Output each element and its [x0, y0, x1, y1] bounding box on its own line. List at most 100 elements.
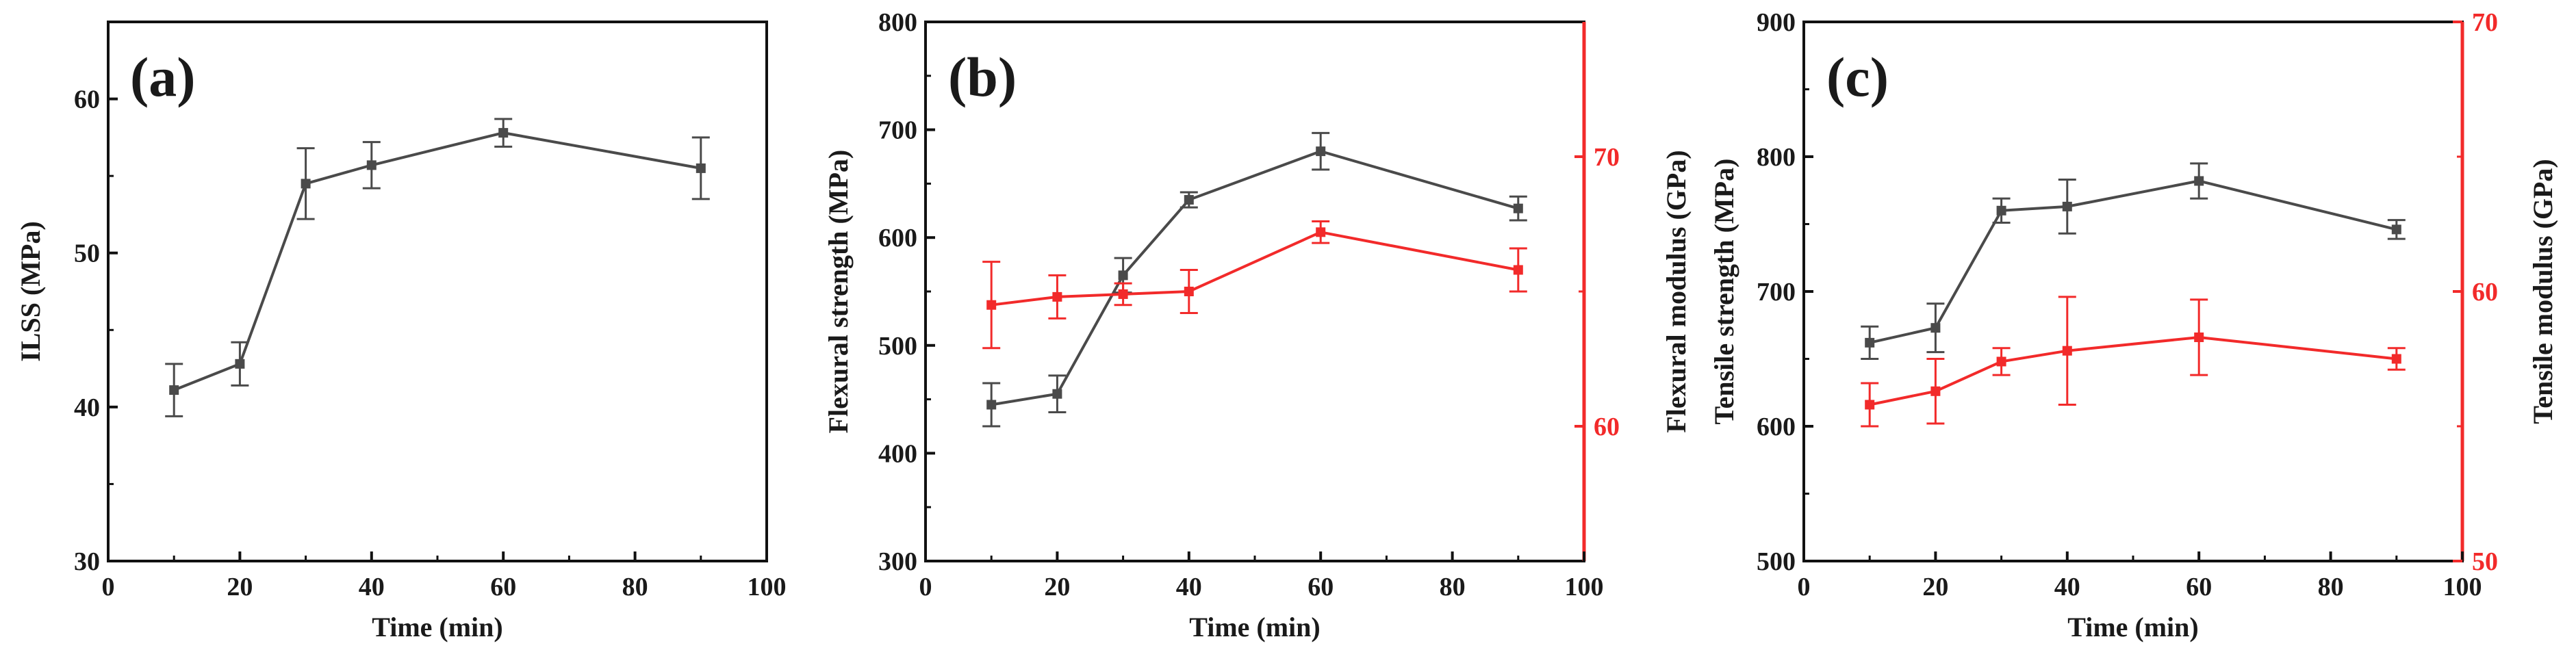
x-tick-label: 60: [1308, 573, 1334, 601]
data-point-marker: [1513, 203, 1523, 213]
data-point-marker: [2391, 354, 2401, 364]
x-tick-label: 80: [2318, 573, 2344, 601]
x-tick-label: 100: [748, 573, 787, 601]
data-point-marker: [986, 400, 997, 410]
y2-tick-label: 70: [2472, 8, 2498, 37]
y-tick-label: 800: [878, 8, 917, 37]
y-tick-label: 700: [1757, 278, 1796, 307]
plot-frame: [1802, 21, 2464, 562]
y2-tick-label: 50: [2472, 547, 2498, 576]
data-point-marker: [1930, 323, 1941, 333]
data-point-marker: [1996, 356, 2006, 367]
x-tick-label: 40: [359, 573, 385, 601]
y-tick-label: 600: [878, 224, 917, 252]
panel-a: 0 20 40 60 80 100 30 40 50 60 (a) Time (min) ILS…: [15, 21, 787, 642]
y2-tick-label: 70: [1594, 143, 1620, 172]
y-axis-ticks: 500 600 700 800 900: [1757, 8, 1813, 576]
data-point-marker: [1184, 287, 1194, 296]
x-axis-ticks: 0 20 40 60 80 100: [102, 551, 787, 601]
y2-axis-ticks: 60 70: [1574, 143, 1620, 441]
data-point-marker: [1930, 386, 1941, 396]
data-point-marker: [2194, 176, 2204, 186]
x-tick-label: 0: [102, 573, 115, 601]
x-tick-label: 60: [490, 573, 516, 601]
y-tick-label: 900: [1757, 8, 1796, 37]
data-point-marker: [301, 179, 311, 189]
y-tick-label: 300: [878, 547, 917, 576]
x-tick-label: 80: [622, 573, 648, 601]
x-axis-ticks: 0 20 40 60 80 100: [1798, 551, 2482, 601]
y2-tick-label: 60: [2472, 278, 2498, 307]
data-point-marker: [1184, 195, 1194, 205]
y-axis-title: Tensile strength (MPa): [1709, 159, 1739, 425]
data-point-marker: [1052, 389, 1062, 399]
panel-label: (a): [130, 46, 196, 108]
x-tick-label: 20: [1922, 573, 1948, 601]
x-axis-title: Time (min): [2067, 612, 2198, 642]
y2-axis-title: Flexural modulus (GPa): [1661, 150, 1692, 432]
y-axis-ticks: 300 400 500 600 700 800: [878, 8, 935, 576]
data-point-marker: [498, 128, 509, 138]
data-point-marker: [1865, 400, 1875, 410]
y-axis-title: Flexural strength (MPa): [823, 150, 854, 434]
panel-label: (c): [1826, 46, 1889, 108]
x-tick-label: 0: [1798, 573, 1811, 601]
data-point-marker: [1865, 337, 1875, 348]
plot-frame: [924, 21, 1585, 562]
series-layer: [982, 131, 1527, 428]
y-axis-title: ILSS (MPa): [15, 221, 46, 362]
y-tick-label: 40: [74, 393, 100, 422]
data-point-marker: [2062, 346, 2072, 356]
y-tick-label: 400: [878, 439, 917, 468]
y-tick-label: 60: [74, 86, 100, 114]
series-layer: [165, 118, 710, 417]
series-0-line: [1869, 179, 2397, 344]
panel-b: 0 20 40 60 80 100 300 400 500 600 700 800 60 70 (b)…: [823, 8, 1692, 642]
data-point-marker: [1316, 227, 1326, 237]
x-tick-label: 80: [1440, 573, 1466, 601]
data-point-marker: [1118, 270, 1128, 281]
x-tick-label: 100: [2443, 573, 2482, 601]
data-point-marker: [1316, 146, 1326, 157]
y2-axis-ticks: 50 60 70: [2453, 8, 2498, 576]
x-tick-label: 60: [2186, 573, 2212, 601]
x-tick-label: 40: [1176, 573, 1202, 601]
y-tick-label: 50: [74, 239, 100, 268]
y2-axis-title: Tensile modulus (GPa): [2527, 159, 2558, 424]
x-tick-label: 20: [227, 573, 253, 601]
x-tick-label: 0: [919, 573, 932, 601]
panel-label: (b): [948, 46, 1017, 108]
data-point-marker: [2194, 332, 2204, 342]
data-point-marker: [169, 385, 179, 395]
x-tick-label: 100: [1565, 573, 1604, 601]
series-0-line: [991, 150, 1519, 406]
data-point-marker: [986, 300, 997, 310]
data-point-marker: [1513, 265, 1523, 275]
data-point-marker: [366, 160, 377, 170]
x-axis-title: Time (min): [372, 612, 502, 642]
y-axis-ticks: 30 40 50 60: [74, 86, 118, 576]
y2-tick-label: 60: [1594, 413, 1620, 441]
x-axis-ticks: 0 20 40 60 80 100: [919, 551, 1604, 601]
y-tick-label: 500: [878, 332, 917, 361]
y-tick-label: 700: [878, 116, 917, 145]
series-0-line: [173, 131, 702, 391]
series-1-line: [991, 231, 1519, 307]
x-tick-label: 20: [1044, 573, 1070, 601]
data-point-marker: [696, 163, 706, 173]
data-point-marker: [1996, 205, 2006, 216]
series-1-line: [1869, 335, 2397, 406]
y-tick-label: 600: [1757, 413, 1796, 441]
x-tick-label: 40: [2054, 573, 2080, 601]
plot-frame: [107, 21, 768, 562]
data-point-marker: [1118, 289, 1128, 299]
series-layer: [1861, 162, 2406, 428]
y-tick-label: 30: [74, 547, 100, 576]
data-point-marker: [2062, 201, 2072, 211]
x-axis-title: Time (min): [1189, 612, 1320, 642]
y-tick-label: 800: [1757, 143, 1796, 172]
data-point-marker: [1052, 291, 1062, 302]
